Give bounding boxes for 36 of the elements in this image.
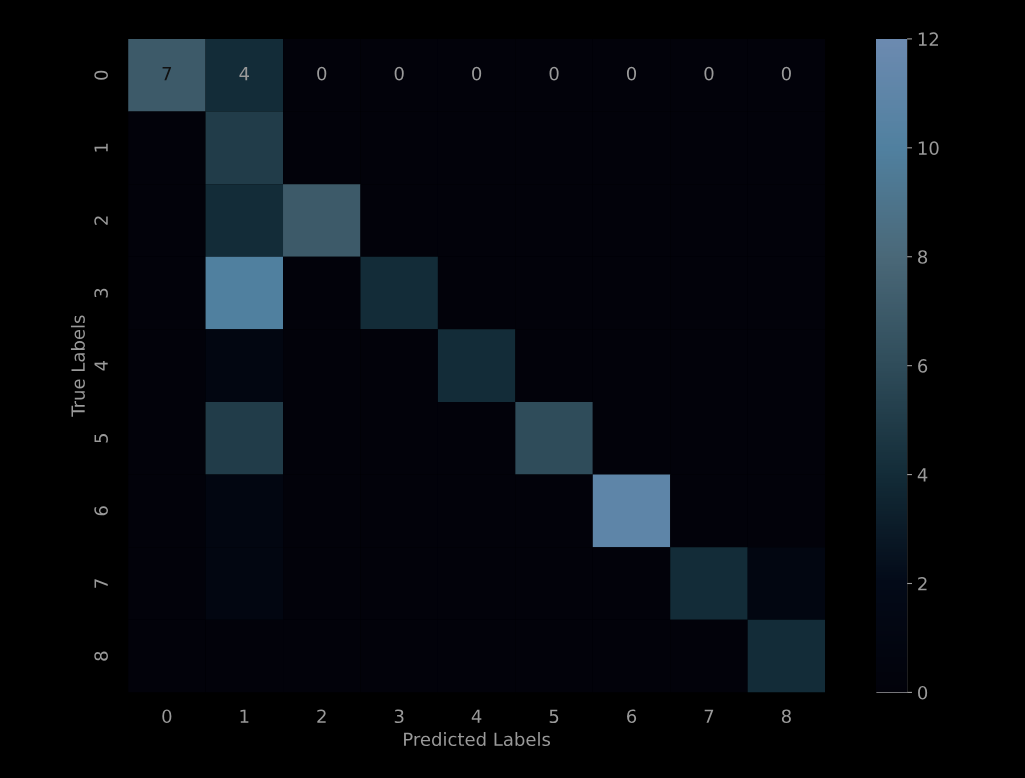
y-tick-label: 8 xyxy=(94,651,108,661)
x-tick-label: 5 xyxy=(549,709,559,724)
data-label: 7 xyxy=(162,67,172,81)
x-axis-title: Predicted Labels xyxy=(404,732,551,747)
x-tick-label: 4 xyxy=(471,709,482,723)
y-tick-label: 5 xyxy=(94,434,108,443)
x-tick-label: 2 xyxy=(317,709,326,723)
x-tick-label: 0 xyxy=(162,709,172,724)
y-tick-label: 1 xyxy=(94,143,108,152)
y-tick-label: 3 xyxy=(94,288,108,298)
y-tick-label: 0 xyxy=(94,70,108,80)
color-bar-label: 0 xyxy=(918,685,928,700)
color-bar-label: 10 xyxy=(918,141,939,155)
data-label: 0 xyxy=(472,66,482,81)
data-label: 0 xyxy=(704,66,714,81)
color-bar-label: 4 xyxy=(917,468,928,482)
color-bar-label: 6 xyxy=(918,359,928,373)
x-tick-label: 8 xyxy=(781,709,791,724)
data-label: 0 xyxy=(394,66,404,81)
y-tick-label: 7 xyxy=(94,579,108,588)
color-bar-label: 12 xyxy=(918,32,939,46)
y-axis-title: True Labels xyxy=(70,315,85,417)
data-label: 0 xyxy=(549,66,559,81)
x-tick-label: 3 xyxy=(394,709,404,724)
y-tick-label: 2 xyxy=(94,216,108,225)
y-tick-label: 6 xyxy=(94,506,108,516)
x-tick-label: 1 xyxy=(240,709,249,723)
data-label: 4 xyxy=(239,67,250,81)
data-label: 0 xyxy=(317,66,327,81)
x-tick-label: 6 xyxy=(627,709,637,724)
data-label: 0 xyxy=(626,66,637,81)
x-tick-label: 7 xyxy=(704,709,714,723)
color-bar-label: 2 xyxy=(918,576,927,591)
y-tick-label: 4 xyxy=(94,360,108,371)
data-label: 0 xyxy=(781,66,791,81)
color-bar-label: 8 xyxy=(918,250,928,264)
